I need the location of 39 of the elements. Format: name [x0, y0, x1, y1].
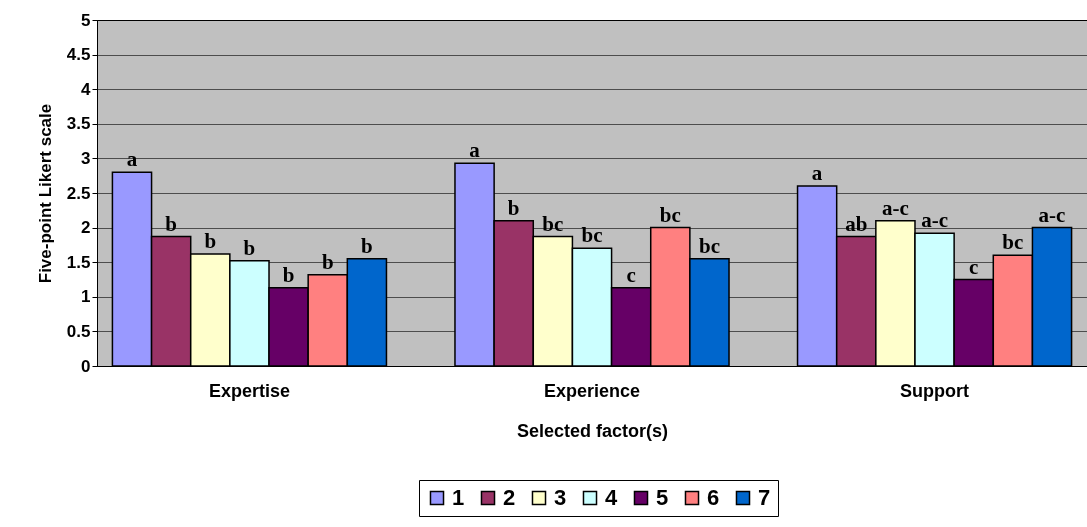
x-axis-title: Selected factor(s)	[516, 420, 669, 441]
data-label: a-c	[1038, 202, 1066, 227]
data-label: a-c	[882, 195, 909, 220]
data-label: bc	[1002, 230, 1024, 255]
legend-label: 5	[656, 485, 669, 510]
y-tick-label: 5	[81, 10, 91, 30]
legend-label: 1	[452, 485, 465, 510]
y-tick-label: 2.5	[66, 183, 91, 203]
data-label: a-c	[921, 208, 948, 233]
data-label: a	[811, 161, 823, 186]
y-tick-label: 0.5	[66, 321, 91, 341]
y-axis-title: Five-point Likert scale	[35, 103, 55, 284]
data-label: b	[361, 233, 373, 258]
data-label: b	[507, 195, 520, 220]
y-tick-label: 2	[81, 218, 91, 238]
y-tick-label: 4	[81, 79, 92, 99]
data-label: a	[469, 138, 481, 163]
legend-label: 7	[758, 485, 771, 510]
data-label: bc	[698, 233, 720, 258]
y-tick-label: 0	[81, 356, 91, 376]
y-tick-label: 4.5	[66, 45, 91, 65]
data-label: b	[243, 235, 256, 260]
legend-label: 4	[605, 485, 618, 510]
x-tick-label: Expertise	[208, 380, 290, 401]
data-label: b	[282, 262, 295, 287]
data-label: b	[204, 228, 217, 253]
data-label: bc	[659, 202, 681, 227]
data-label: c	[969, 254, 979, 279]
data-label: c	[626, 262, 636, 287]
data-label: bc	[581, 223, 603, 248]
legend-label: 6	[707, 485, 720, 510]
x-tick-label: Support	[900, 380, 970, 401]
x-tick-label: Experience	[543, 380, 641, 401]
y-tick-label: 1	[81, 287, 91, 307]
y-tick-label: 3.5	[66, 114, 91, 134]
legend-label: 2	[503, 485, 516, 510]
y-tick-label: 3	[81, 148, 91, 168]
y-tick-label: 1.5	[66, 252, 91, 272]
legend-label: 3	[554, 485, 567, 510]
